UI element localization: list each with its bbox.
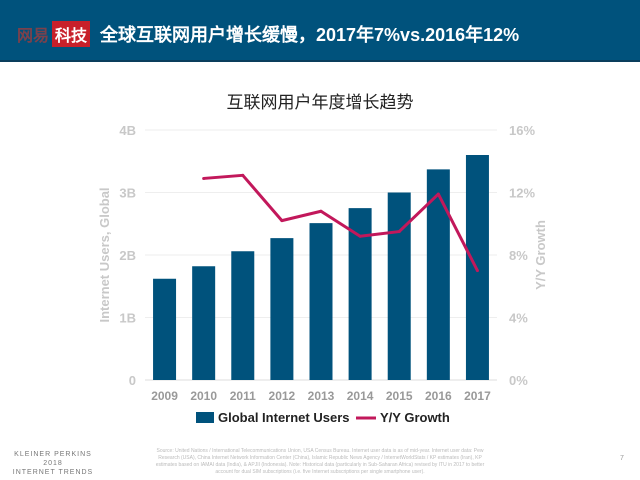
brand-line: KLEINER PERKINS xyxy=(14,451,92,458)
bar-2016 xyxy=(426,169,450,380)
chart: 0 0% 1B 4% 2B 8% 3B 12% 4B 16% 2009 2010 2011 2012 201… xyxy=(97,123,548,425)
x-tick-label: 2014 xyxy=(347,389,374,403)
bar-2013 xyxy=(309,223,333,380)
x-tick-label: 2016 xyxy=(425,389,452,403)
bar-2009 xyxy=(153,278,177,380)
bar-2012 xyxy=(270,238,294,380)
y-tick-label: 4B xyxy=(119,123,136,138)
y-tick-label: 2B xyxy=(119,248,136,263)
x-tick-label: 2010 xyxy=(190,389,217,403)
bar-2010 xyxy=(192,266,216,380)
x-tick-label: 2013 xyxy=(308,389,335,403)
brand-line: INTERNET TRENDS xyxy=(12,469,94,476)
legend-label: Global Internet Users xyxy=(218,410,349,425)
y2-tick-label: 0% xyxy=(509,373,528,388)
y-axis-label: Internet Users, Global xyxy=(97,187,112,322)
y-tick-label: 3B xyxy=(119,186,136,201)
growth-point-2015 xyxy=(397,230,401,234)
slide-title: 全球互联网用户增长缓慢，2017年7%vs.2016年12% xyxy=(100,25,520,45)
y2-tick-label: 8% xyxy=(509,248,528,263)
bar-2011 xyxy=(231,251,255,380)
growth-point-2016 xyxy=(436,192,440,196)
growth-point-2011 xyxy=(241,173,245,177)
x-tick-label: 2017 xyxy=(464,389,491,403)
growth-point-2012 xyxy=(280,219,284,223)
growth-line xyxy=(203,173,479,272)
growth-point-2010 xyxy=(202,176,206,180)
page-number: 7 xyxy=(620,455,624,462)
logo-tech: 科技 xyxy=(52,21,91,47)
legend-bar-swatch xyxy=(196,412,214,423)
growth-point-2014 xyxy=(358,234,362,238)
y2-tick-label: 16% xyxy=(509,123,535,138)
y2-tick-label: 12% xyxy=(509,186,535,201)
y2-tick-label: 4% xyxy=(509,311,528,326)
brand-line: 2018 xyxy=(43,460,63,467)
legend-label: Y/Y Growth xyxy=(380,410,450,425)
x-tick-label: 2012 xyxy=(269,389,296,403)
logo-netease: 网易 xyxy=(17,28,50,45)
growth-point-2017 xyxy=(475,269,479,273)
x-tick-label: 2011 xyxy=(230,389,256,403)
x-tick-label: 2015 xyxy=(386,389,413,403)
source-note: Source: United Nations / International T… xyxy=(155,448,485,475)
chart-title: 互联网用户年度增长趋势 xyxy=(226,93,414,112)
bar-2014 xyxy=(348,208,372,380)
bar-2015 xyxy=(387,192,411,380)
brand-logo: KLEINER PERKINS 2018 INTERNET TRENDS xyxy=(8,450,98,477)
x-tick-label: 2009 xyxy=(151,389,178,403)
y-tick-label: 1B xyxy=(119,311,136,326)
y2-axis-label: Y/Y Growth xyxy=(533,220,548,290)
growth-point-2013 xyxy=(319,209,323,213)
header-bar: 网易 科技 全球互联网用户增长缓慢，2017年7%vs.2016年12% xyxy=(0,0,640,62)
y-tick-label: 0 xyxy=(129,373,136,388)
